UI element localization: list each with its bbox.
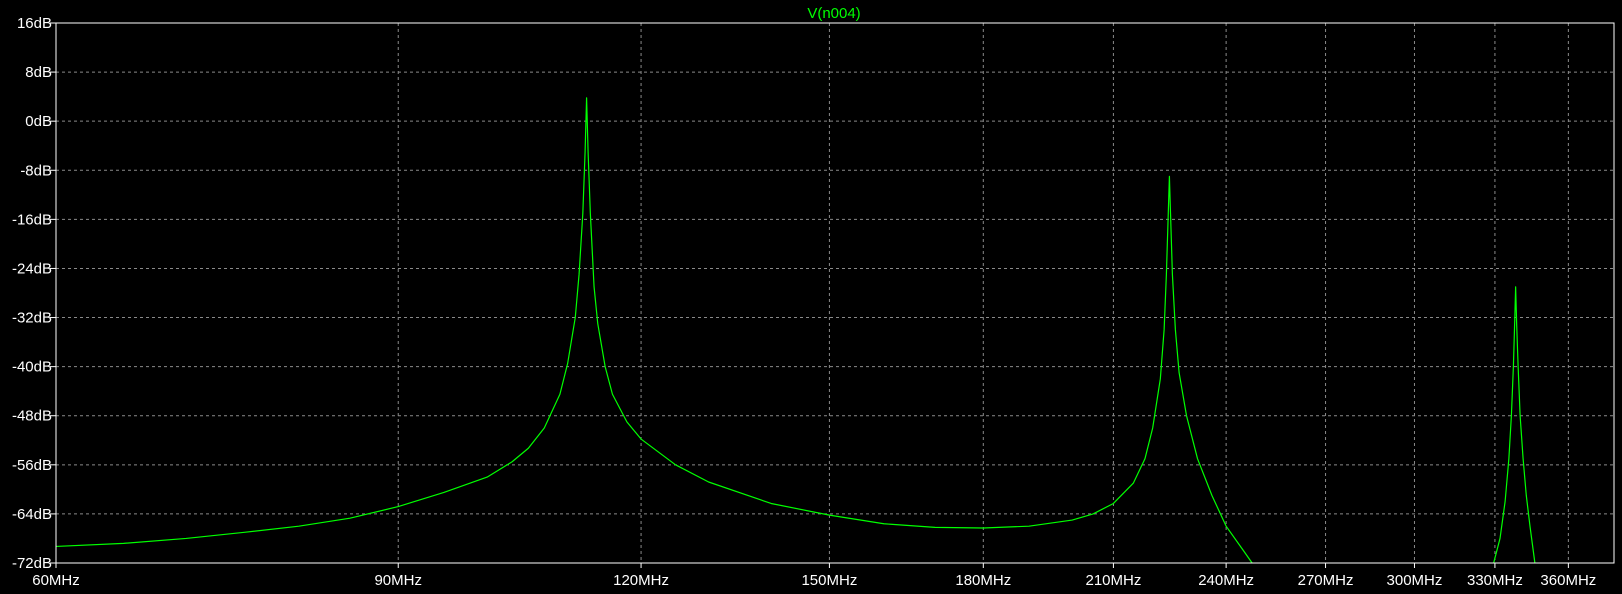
x-tick-label: 300MHz	[1387, 572, 1443, 589]
y-tick-label: -32dB	[12, 310, 52, 327]
y-tick-label: -40dB	[12, 359, 52, 376]
y-tick-label: -56dB	[12, 457, 52, 474]
y-tick-label: 0dB	[25, 113, 52, 130]
trace-layer	[55, 97, 1536, 564]
trace-line	[55, 97, 1253, 564]
y-tick-label: -16dB	[12, 211, 52, 228]
x-tick-label: 150MHz	[801, 572, 857, 589]
chart-title: V(n004)	[807, 5, 860, 22]
x-tick-label: 330MHz	[1467, 572, 1523, 589]
trace-line	[1493, 286, 1536, 564]
frame-layer	[50, 22, 1615, 568]
y-tick-label: -72dB	[12, 555, 52, 572]
x-tick-label: 270MHz	[1298, 572, 1354, 589]
x-tick-label: 90MHz	[374, 572, 422, 589]
y-tick-label: -8dB	[20, 162, 52, 179]
y-tick-label: -24dB	[12, 260, 52, 277]
y-tick-label: -48dB	[12, 408, 52, 425]
grid	[55, 22, 1614, 564]
y-tick-label: 8dB	[25, 64, 52, 81]
x-tick-label: 60MHz	[32, 572, 80, 589]
x-tick-label: 360MHz	[1540, 572, 1596, 589]
y-tick-label: -64dB	[12, 506, 52, 523]
x-tick-label: 120MHz	[613, 572, 669, 589]
labels: 16dB 8dB 0dB -8dB -16dB -24dB -32dB -40dB -48dB -…	[12, 15, 1596, 589]
plot-frame	[55, 22, 1615, 564]
y-tick-label: 16dB	[17, 15, 52, 32]
x-tick-label: 210MHz	[1085, 572, 1141, 589]
x-tick-label: 240MHz	[1198, 572, 1254, 589]
x-tick-label: 180MHz	[955, 572, 1011, 589]
